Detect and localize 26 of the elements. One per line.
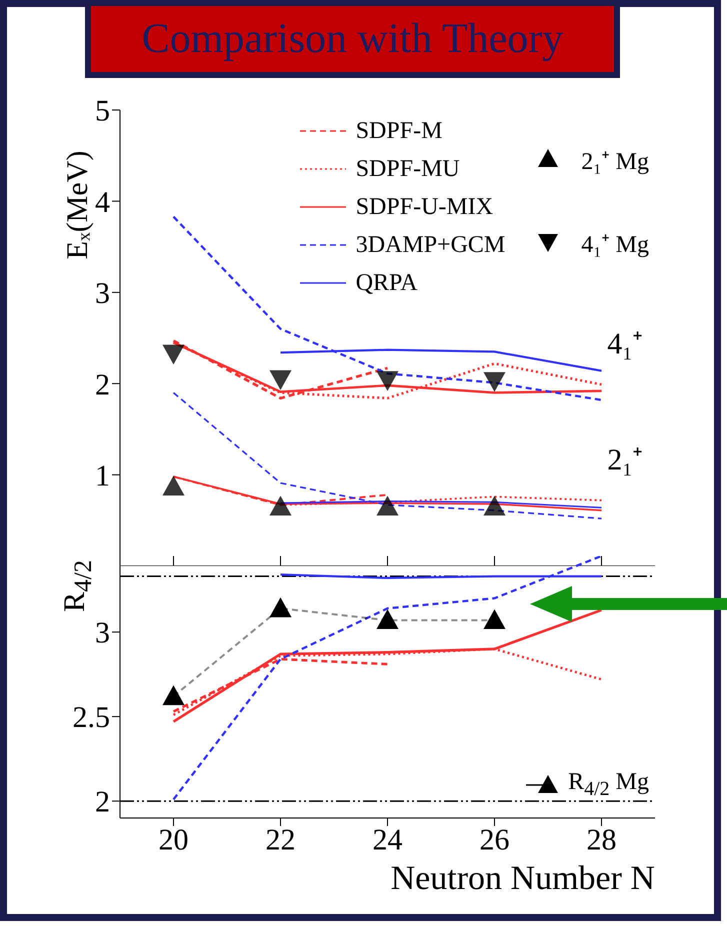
y-tick-label: 3	[95, 616, 110, 650]
y-axis-title: Eₓ(MeV)	[61, 150, 95, 260]
y-tick-label: 2	[95, 368, 110, 402]
legend-label: QRPA	[356, 270, 418, 296]
legend-label: 2₁⁺ Mg	[581, 148, 649, 176]
y-tick-label: 2	[95, 786, 110, 819]
y-tick-label: 5	[95, 94, 110, 128]
y-tick-label: 2.5	[72, 701, 110, 734]
y-tick-label: 3	[95, 277, 110, 310]
y-tick-label: 1	[95, 459, 110, 492]
annotation: 2₁⁺	[607, 442, 643, 478]
x-tick-label: 24	[372, 823, 402, 856]
legend-label: SDPF-M	[356, 118, 442, 144]
x-tick-label: 22	[266, 823, 296, 856]
legend-label: 3DAMP+GCM	[356, 232, 506, 258]
annotation: 4₁⁺	[607, 326, 643, 362]
legend-label: 4₁⁺ Mg	[581, 230, 649, 258]
x-tick-label: 20	[158, 823, 188, 856]
x-axis-title: Neutron Number N	[390, 860, 655, 898]
legend-label: SDPF-MU	[356, 156, 460, 182]
chart-title: Comparison with Theory	[85, 0, 620, 78]
legend-label: SDPF-U-MIX	[356, 194, 494, 220]
x-tick-label: 26	[480, 823, 510, 856]
x-tick-label: 28	[586, 823, 616, 856]
legend-label: R$_{4/2}$ Mg	[568, 769, 649, 801]
y-tick-label: 4	[95, 186, 110, 219]
